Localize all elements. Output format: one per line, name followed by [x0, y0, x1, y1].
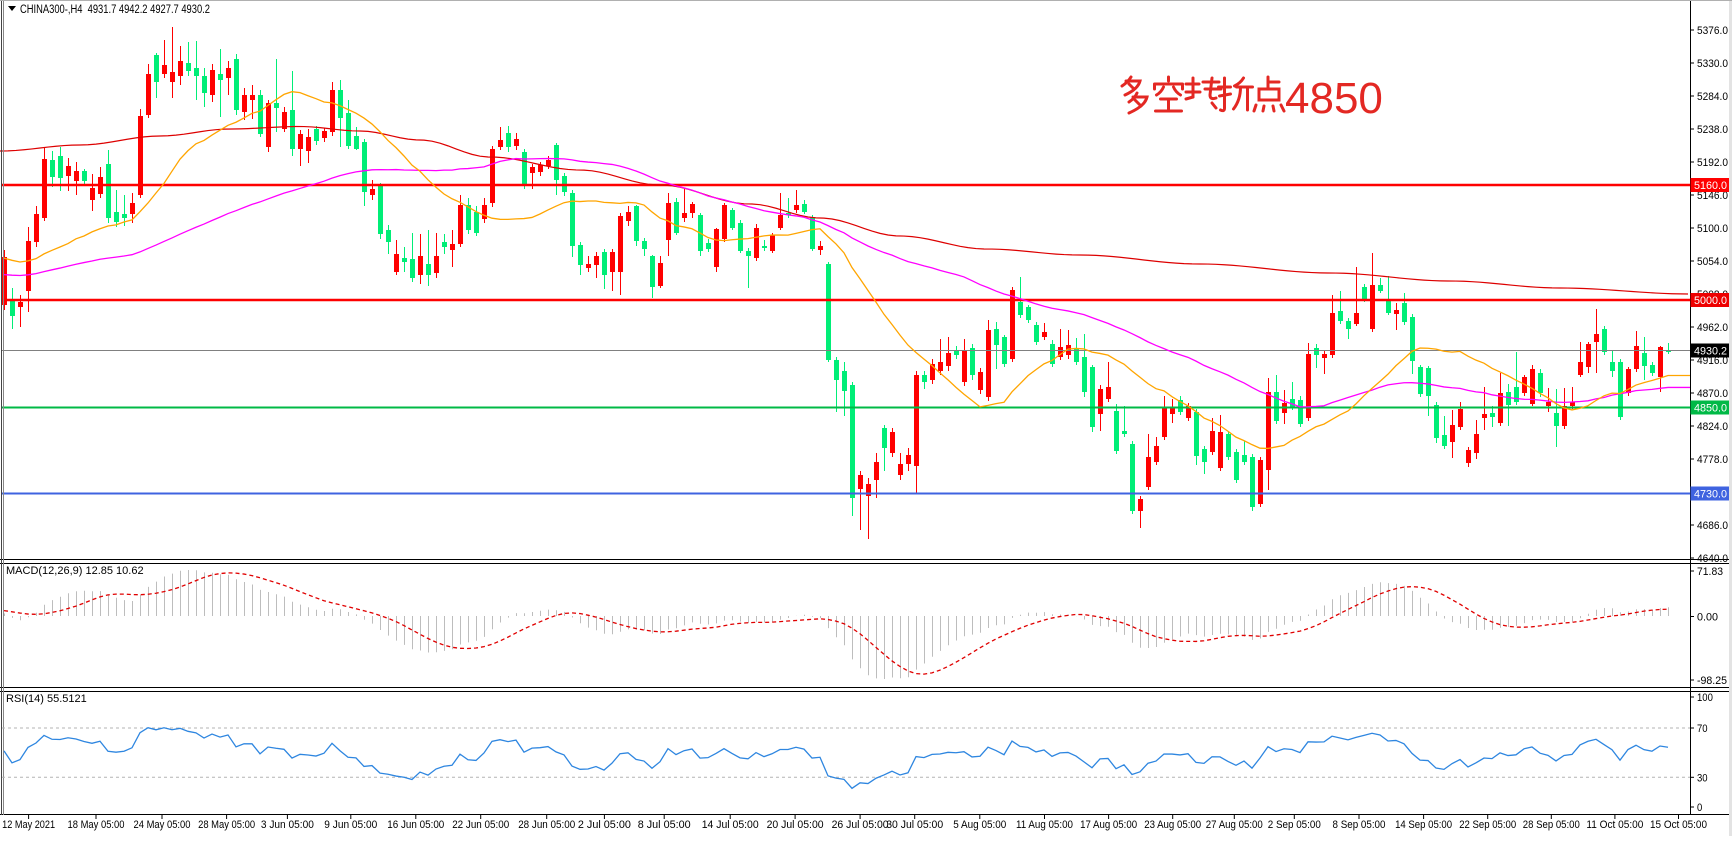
svg-text:4686.0: 4686.0 — [1697, 520, 1728, 532]
svg-text:4930.2: 4930.2 — [1694, 346, 1727, 358]
svg-text:16 Jun 05:00: 16 Jun 05:00 — [387, 819, 444, 831]
svg-text:22 Sep 05:00: 22 Sep 05:00 — [1459, 819, 1516, 831]
svg-text:5 Aug 05:00: 5 Aug 05:00 — [953, 819, 1006, 831]
svg-text:8 Jul 05:00: 8 Jul 05:00 — [638, 819, 691, 831]
svg-text:5192.0: 5192.0 — [1697, 157, 1728, 169]
svg-text:4850: 4850 — [1285, 74, 1383, 123]
svg-text:23 Aug 05:00: 23 Aug 05:00 — [1144, 819, 1201, 831]
svg-text:27 Aug 05:00: 27 Aug 05:00 — [1206, 819, 1263, 831]
svg-text:RSI(14) 55.5121: RSI(14) 55.5121 — [6, 693, 87, 705]
svg-text:4870.0: 4870.0 — [1697, 388, 1728, 400]
svg-text:9 Jun 05:00: 9 Jun 05:00 — [324, 819, 377, 831]
svg-text:71.83: 71.83 — [1697, 566, 1723, 578]
svg-text:20 Jul 05:00: 20 Jul 05:00 — [767, 819, 824, 831]
svg-text:3 Jun 05:00: 3 Jun 05:00 — [261, 819, 314, 831]
svg-text:4730.0: 4730.0 — [1694, 489, 1727, 501]
svg-text:MACD(12,26,9) 12.85 10.62: MACD(12,26,9) 12.85 10.62 — [6, 565, 144, 577]
svg-text:28 May 05:00: 28 May 05:00 — [198, 819, 255, 831]
svg-text:14 Sep 05:00: 14 Sep 05:00 — [1395, 819, 1452, 831]
svg-text:26 Jul 05:00: 26 Jul 05:00 — [832, 819, 889, 831]
svg-text:15 Oct 05:00: 15 Oct 05:00 — [1650, 819, 1707, 831]
svg-text:4824.0: 4824.0 — [1697, 421, 1728, 433]
svg-text:8 Sep 05:00: 8 Sep 05:00 — [1333, 819, 1386, 831]
svg-text:70: 70 — [1697, 723, 1708, 735]
svg-text:CHINA300-,H4 4931.7 4942.2 49: CHINA300-,H4 4931.7 4942.2 4927.7 4930.2 — [20, 4, 210, 16]
svg-text:100: 100 — [1697, 692, 1713, 704]
svg-text:5330.0: 5330.0 — [1697, 58, 1728, 70]
svg-text:17 Aug 05:00: 17 Aug 05:00 — [1080, 819, 1137, 831]
svg-text:11 Oct 05:00: 11 Oct 05:00 — [1586, 819, 1643, 831]
svg-text:0: 0 — [1697, 802, 1702, 814]
svg-text:4850.0: 4850.0 — [1694, 403, 1727, 415]
svg-text:5100.0: 5100.0 — [1697, 223, 1728, 235]
svg-text:5000.0: 5000.0 — [1694, 295, 1727, 307]
svg-text:2 Jul 05:00: 2 Jul 05:00 — [578, 819, 631, 831]
svg-text:5054.0: 5054.0 — [1697, 256, 1728, 268]
svg-text:28 Jun 05:00: 28 Jun 05:00 — [518, 819, 575, 831]
svg-text:4962.0: 4962.0 — [1697, 322, 1728, 334]
svg-text:5376.0: 5376.0 — [1697, 25, 1728, 37]
svg-text:12 May 2021: 12 May 2021 — [2, 819, 55, 831]
svg-text:5160.0: 5160.0 — [1694, 180, 1727, 192]
svg-text:2 Sep 05:00: 2 Sep 05:00 — [1268, 819, 1321, 831]
svg-text:4640.0: 4640.0 — [1697, 553, 1728, 565]
svg-text:22 Jun 05:00: 22 Jun 05:00 — [452, 819, 509, 831]
svg-text:14 Jul 05:00: 14 Jul 05:00 — [702, 819, 759, 831]
svg-text:5284.0: 5284.0 — [1697, 91, 1728, 103]
svg-text:30 Jul 05:00: 30 Jul 05:00 — [886, 819, 943, 831]
svg-text:0.00: 0.00 — [1697, 612, 1718, 624]
svg-text:4778.0: 4778.0 — [1697, 454, 1728, 466]
svg-text:28 Sep 05:00: 28 Sep 05:00 — [1523, 819, 1580, 831]
svg-text:-98.25: -98.25 — [1697, 675, 1727, 687]
svg-text:30: 30 — [1697, 772, 1708, 784]
svg-text:5238.0: 5238.0 — [1697, 124, 1728, 136]
svg-text:24 May 05:00: 24 May 05:00 — [134, 819, 191, 831]
svg-text:18 May 05:00: 18 May 05:00 — [68, 819, 125, 831]
svg-text:11 Aug 05:00: 11 Aug 05:00 — [1016, 819, 1073, 831]
